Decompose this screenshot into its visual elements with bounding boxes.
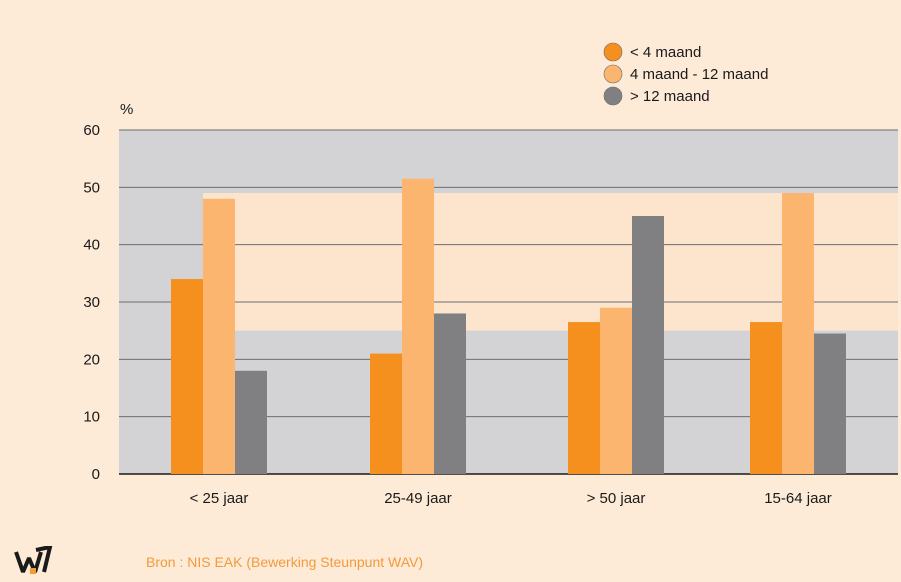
bar [370,353,402,474]
bar [814,333,846,474]
legend-label: > 12 maand [630,88,710,105]
bar [171,279,203,474]
y-tick-label: 40 [83,237,100,254]
y-axis-label: % [120,101,133,118]
x-tick-label: 25-49 jaar [384,490,452,507]
bar [750,322,782,474]
y-tick-label: 20 [83,351,100,368]
x-tick-label: 15-64 jaar [764,490,832,507]
bar [402,178,434,474]
bar [568,322,600,474]
legend-marker [603,42,623,62]
legend-marker [603,86,623,106]
bar [782,193,814,475]
legend-marker [603,64,623,84]
bar [203,198,235,475]
legend-label: 4 maand - 12 maand [630,66,768,83]
y-tick-label: 50 [83,179,100,196]
bar [600,307,632,474]
y-tick-label: 10 [83,409,100,426]
x-tick-label: < 25 jaar [190,490,249,507]
source-note: Bron : NIS EAK (Bewerking Steunpunt WAV) [146,554,424,570]
bar [235,370,267,474]
wav-logo-icon [14,546,53,574]
x-tick-label: > 50 jaar [587,490,646,507]
y-tick-label: 0 [92,466,100,483]
bar [434,313,466,474]
y-tick-label: 30 [83,294,100,311]
bar [632,216,664,474]
y-tick-label: 60 [83,122,100,139]
legend-label: < 4 maand [630,44,701,61]
